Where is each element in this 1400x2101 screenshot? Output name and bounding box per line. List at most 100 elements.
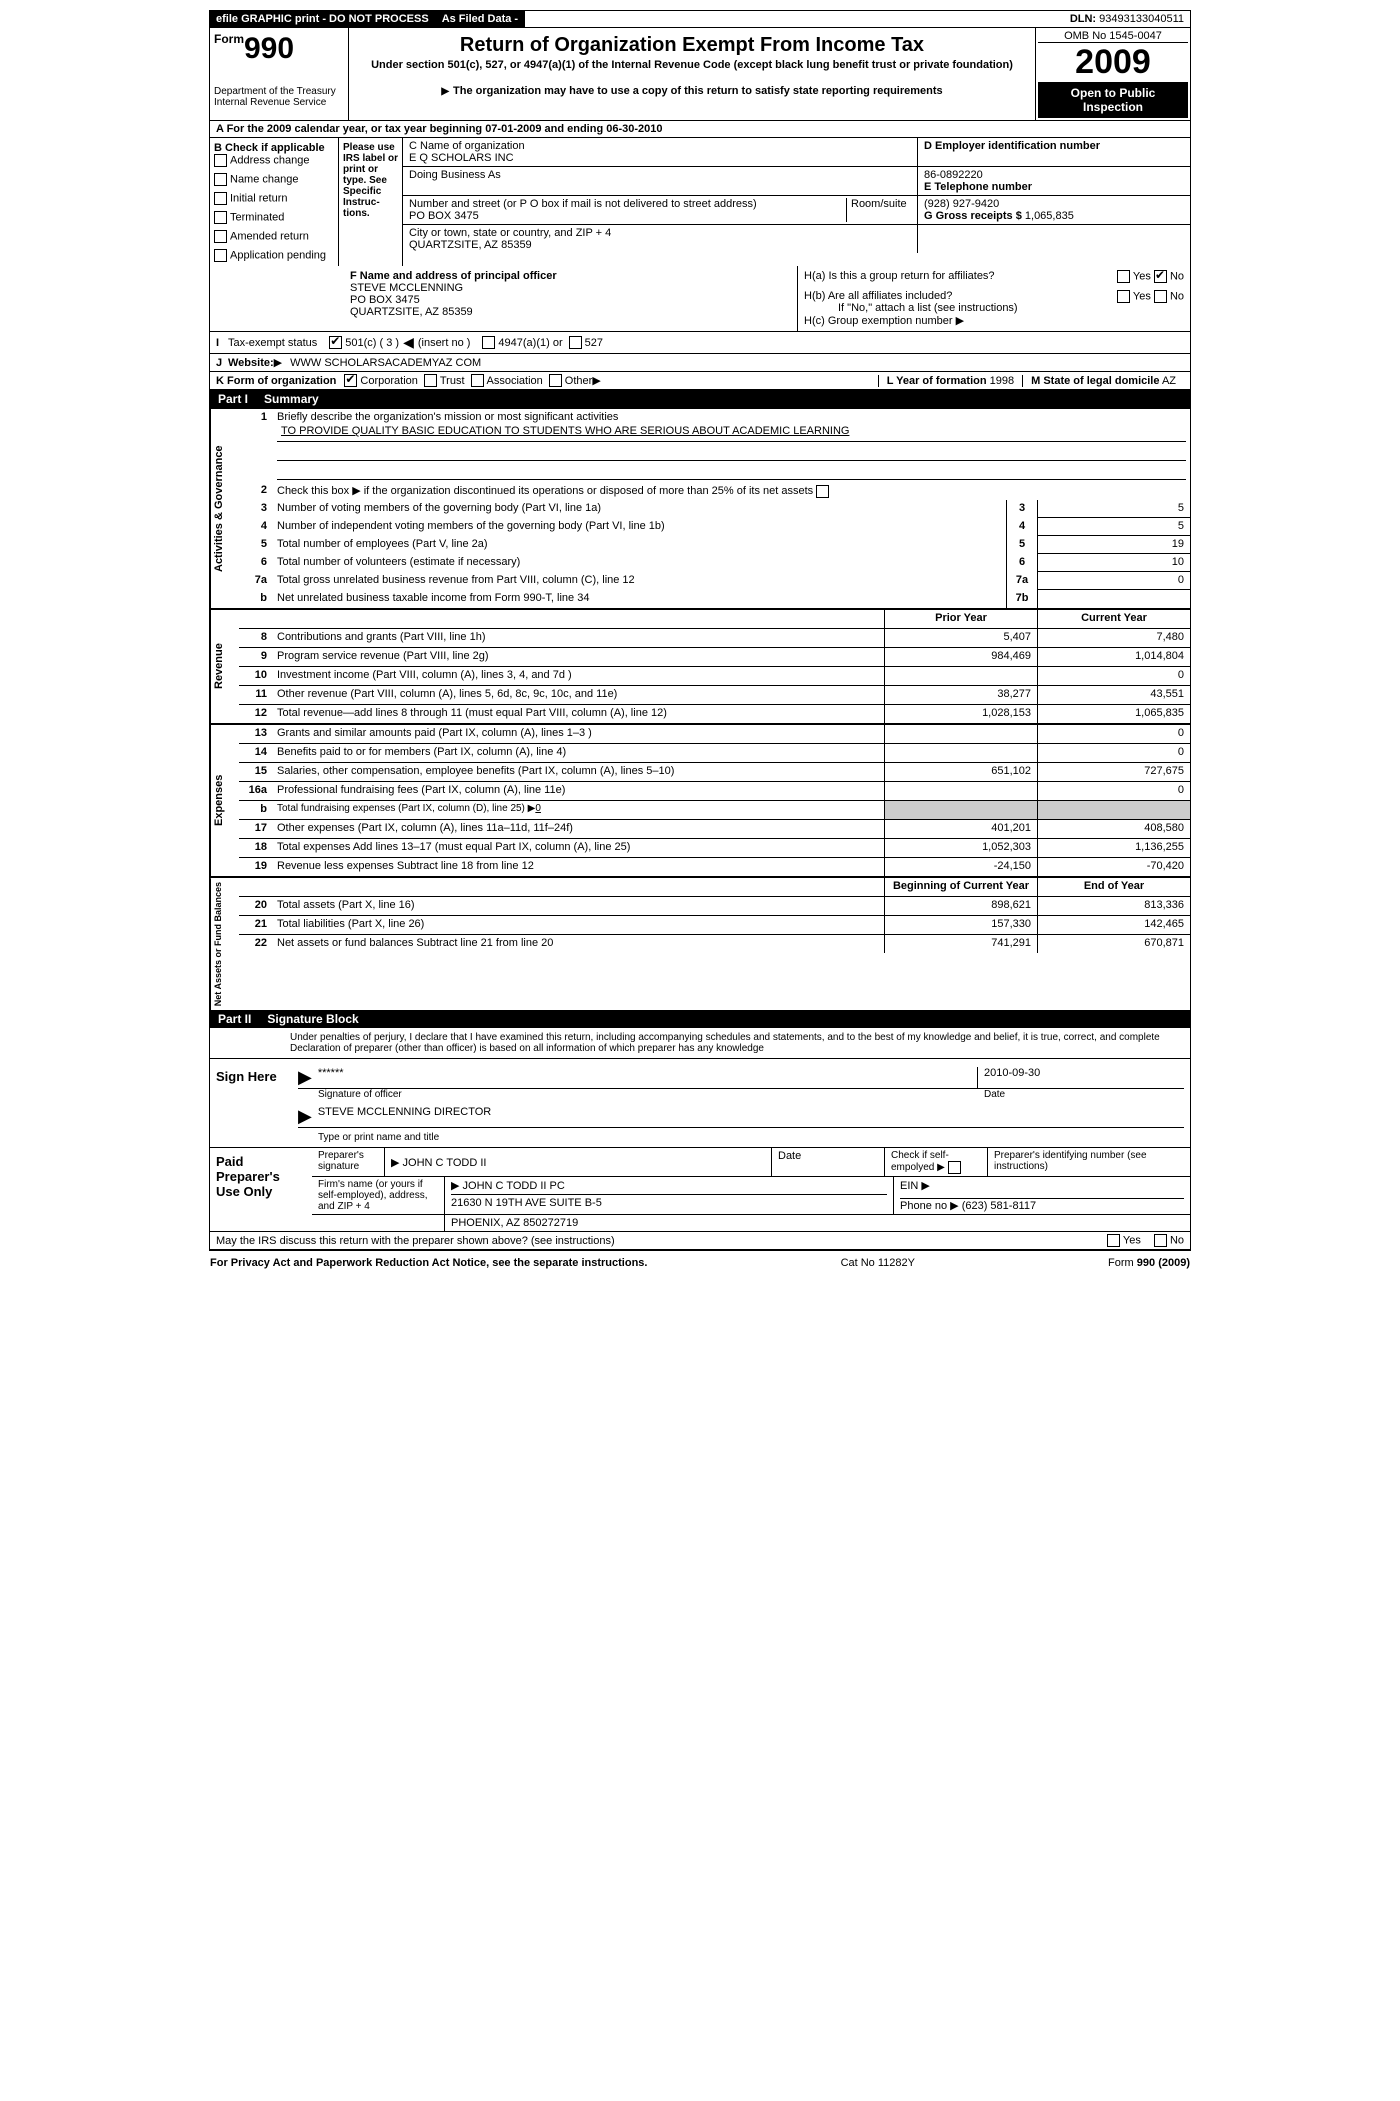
section-b: B Check if applicable Address change Nam… (210, 138, 339, 266)
b-name: Name change (230, 173, 299, 185)
checkbox-ha-no[interactable] (1154, 270, 1167, 283)
q11: Other revenue (Part VIII, column (A), li… (273, 686, 884, 704)
q6: Total number of volunteers (estimate if … (273, 554, 1006, 572)
v7a: 0 (1037, 572, 1190, 590)
mission-text: TO PROVIDE QUALITY BASIC EDUCATION TO ST… (277, 423, 1186, 442)
checkbox-name-change[interactable] (214, 173, 227, 186)
checkbox-ha-yes[interactable] (1117, 270, 1130, 283)
sig-of-officer-label: Signature of officer (318, 1089, 984, 1100)
footer: For Privacy Act and Paperwork Reduction … (204, 1251, 1196, 1275)
top-bar: efile GRAPHIC print - DO NOT PROCESS As … (210, 11, 1190, 28)
summary-governance: Activities & Governance 1 Briefly descri… (210, 408, 1190, 609)
prep-sig-label: Preparer's signature (312, 1148, 385, 1176)
prep-name: JOHN C TODD II (403, 1157, 487, 1169)
checkbox-q2[interactable] (816, 485, 829, 498)
checkbox-hb-yes[interactable] (1117, 290, 1130, 303)
checkbox-corp[interactable] (344, 374, 357, 387)
arrow-icon: ▶ (298, 1067, 312, 1088)
street-label: Number and street (or P O box if mail is… (409, 198, 846, 210)
checkbox-address-change[interactable] (214, 154, 227, 167)
cy8: 7,480 (1037, 629, 1190, 647)
j-label: J (216, 357, 228, 369)
summary-net-assets: Net Assets or Fund Balances Beginning of… (210, 877, 1190, 1010)
summary-revenue: Revenue Prior YearCurrent Year 8Contribu… (210, 609, 1190, 724)
header: Form990 Department of the Treasury Inter… (210, 28, 1190, 121)
city-label: City or town, state or country, and ZIP … (409, 227, 911, 239)
ein-value: 86-0892220 (924, 169, 1184, 181)
checkbox-discuss-yes[interactable] (1107, 1234, 1120, 1247)
sign-here-label: Sign Here (210, 1059, 292, 1147)
checkbox-self-employed[interactable] (948, 1161, 961, 1174)
footer-left: For Privacy Act and Paperwork Reduction … (210, 1257, 647, 1269)
th-current-year: Current Year (1037, 610, 1190, 628)
q22: Net assets or fund balances Subtract lin… (273, 935, 884, 953)
checkbox-terminated[interactable] (214, 211, 227, 224)
py21: 157,330 (884, 916, 1037, 934)
gross-label: G Gross receipts $ (924, 210, 1022, 222)
officer-addr1: PO BOX 3475 (350, 294, 420, 306)
q19: Revenue less expenses Subtract line 18 f… (273, 858, 884, 876)
form-note: The organization may have to use a copy … (357, 85, 1027, 97)
section-h: H(a) Is this a group return for affiliat… (797, 266, 1190, 331)
py9: 984,469 (884, 648, 1037, 666)
checkbox-amended[interactable] (214, 230, 227, 243)
q18: Total expenses Add lines 13–17 (must equ… (273, 839, 884, 857)
b-label: B Check if applicable (214, 142, 334, 154)
checkbox-4947[interactable] (482, 336, 495, 349)
arrow-icon: ▶ (298, 1106, 312, 1127)
q16a: Professional fundraising fees (Part IX, … (273, 782, 884, 800)
dln-label: DLN: (1070, 13, 1096, 25)
i-4947: 4947(a)(1) or (498, 337, 562, 349)
omb-number: OMB No 1545-0047 (1038, 30, 1188, 43)
org-name: E Q SCHOLARS INC (409, 152, 911, 164)
phone-label: Phone no ▶ (900, 1200, 959, 1212)
penalty-statement: Under penalties of perjury, I declare th… (210, 1028, 1190, 1059)
v6: 10 (1037, 554, 1190, 572)
cy11: 43,551 (1037, 686, 1190, 704)
prep-pin-label: Preparer's identifying number (see instr… (988, 1148, 1190, 1176)
footer-cat: Cat No 11282Y (841, 1257, 915, 1269)
checkbox-501c[interactable] (329, 336, 342, 349)
q13: Grants and similar amounts paid (Part IX… (273, 725, 884, 743)
checkbox-app-pending[interactable] (214, 249, 227, 262)
v4: 5 (1037, 518, 1190, 536)
officer-addr2: QUARTZSITE, AZ 85359 (350, 306, 473, 318)
py14 (884, 744, 1037, 762)
py10 (884, 667, 1037, 685)
part-2-label: Part II (218, 1012, 251, 1026)
cy14: 0 (1037, 744, 1190, 762)
checkbox-trust[interactable] (424, 374, 437, 387)
c-name-label: C Name of organization (409, 140, 911, 152)
ha-label: H(a) Is this a group return for affiliat… (804, 270, 995, 282)
py22: 741,291 (884, 935, 1037, 953)
discuss-row: May the IRS discuss this return with the… (210, 1232, 1190, 1250)
checkbox-initial-return[interactable] (214, 192, 227, 205)
i-527: 527 (585, 337, 603, 349)
hb-no: No (1170, 290, 1184, 302)
b-term: Terminated (230, 211, 284, 223)
q17: Other expenses (Part IX, column (A), lin… (273, 820, 884, 838)
sig-date: 2010-09-30 (977, 1067, 1184, 1088)
q5: Total number of employees (Part V, line … (273, 536, 1006, 554)
m-label: M State of legal domicile (1031, 375, 1159, 387)
website-url: WWW SCHOLARSACADEMYAZ COM (290, 357, 481, 369)
i-text: Tax-exempt status (228, 337, 317, 349)
cy10: 0 (1037, 667, 1190, 685)
v3: 5 (1037, 500, 1190, 518)
i-501c: 501(c) ( 3 ) (345, 337, 399, 349)
ha-no: No (1170, 270, 1184, 282)
dln-value: 93493133040511 (1099, 13, 1184, 25)
th-boy: Beginning of Current Year (884, 878, 1037, 896)
cy22: 670,871 (1037, 935, 1190, 953)
checkbox-assoc[interactable] (471, 374, 484, 387)
part-1-header: Part I Summary (210, 390, 1190, 408)
q4: Number of independent voting members of … (273, 518, 1006, 536)
part-2-header: Part II Signature Block (210, 1010, 1190, 1028)
part-1-label: Part I (218, 392, 248, 406)
k-trust: Trust (440, 375, 465, 387)
checkbox-discuss-no[interactable] (1154, 1234, 1167, 1247)
checkbox-527[interactable] (569, 336, 582, 349)
section-j: J Website: ▶ WWW SCHOLARSACADEMYAZ COM (210, 354, 1190, 372)
checkbox-other[interactable] (549, 374, 562, 387)
checkbox-hb-no[interactable] (1154, 290, 1167, 303)
